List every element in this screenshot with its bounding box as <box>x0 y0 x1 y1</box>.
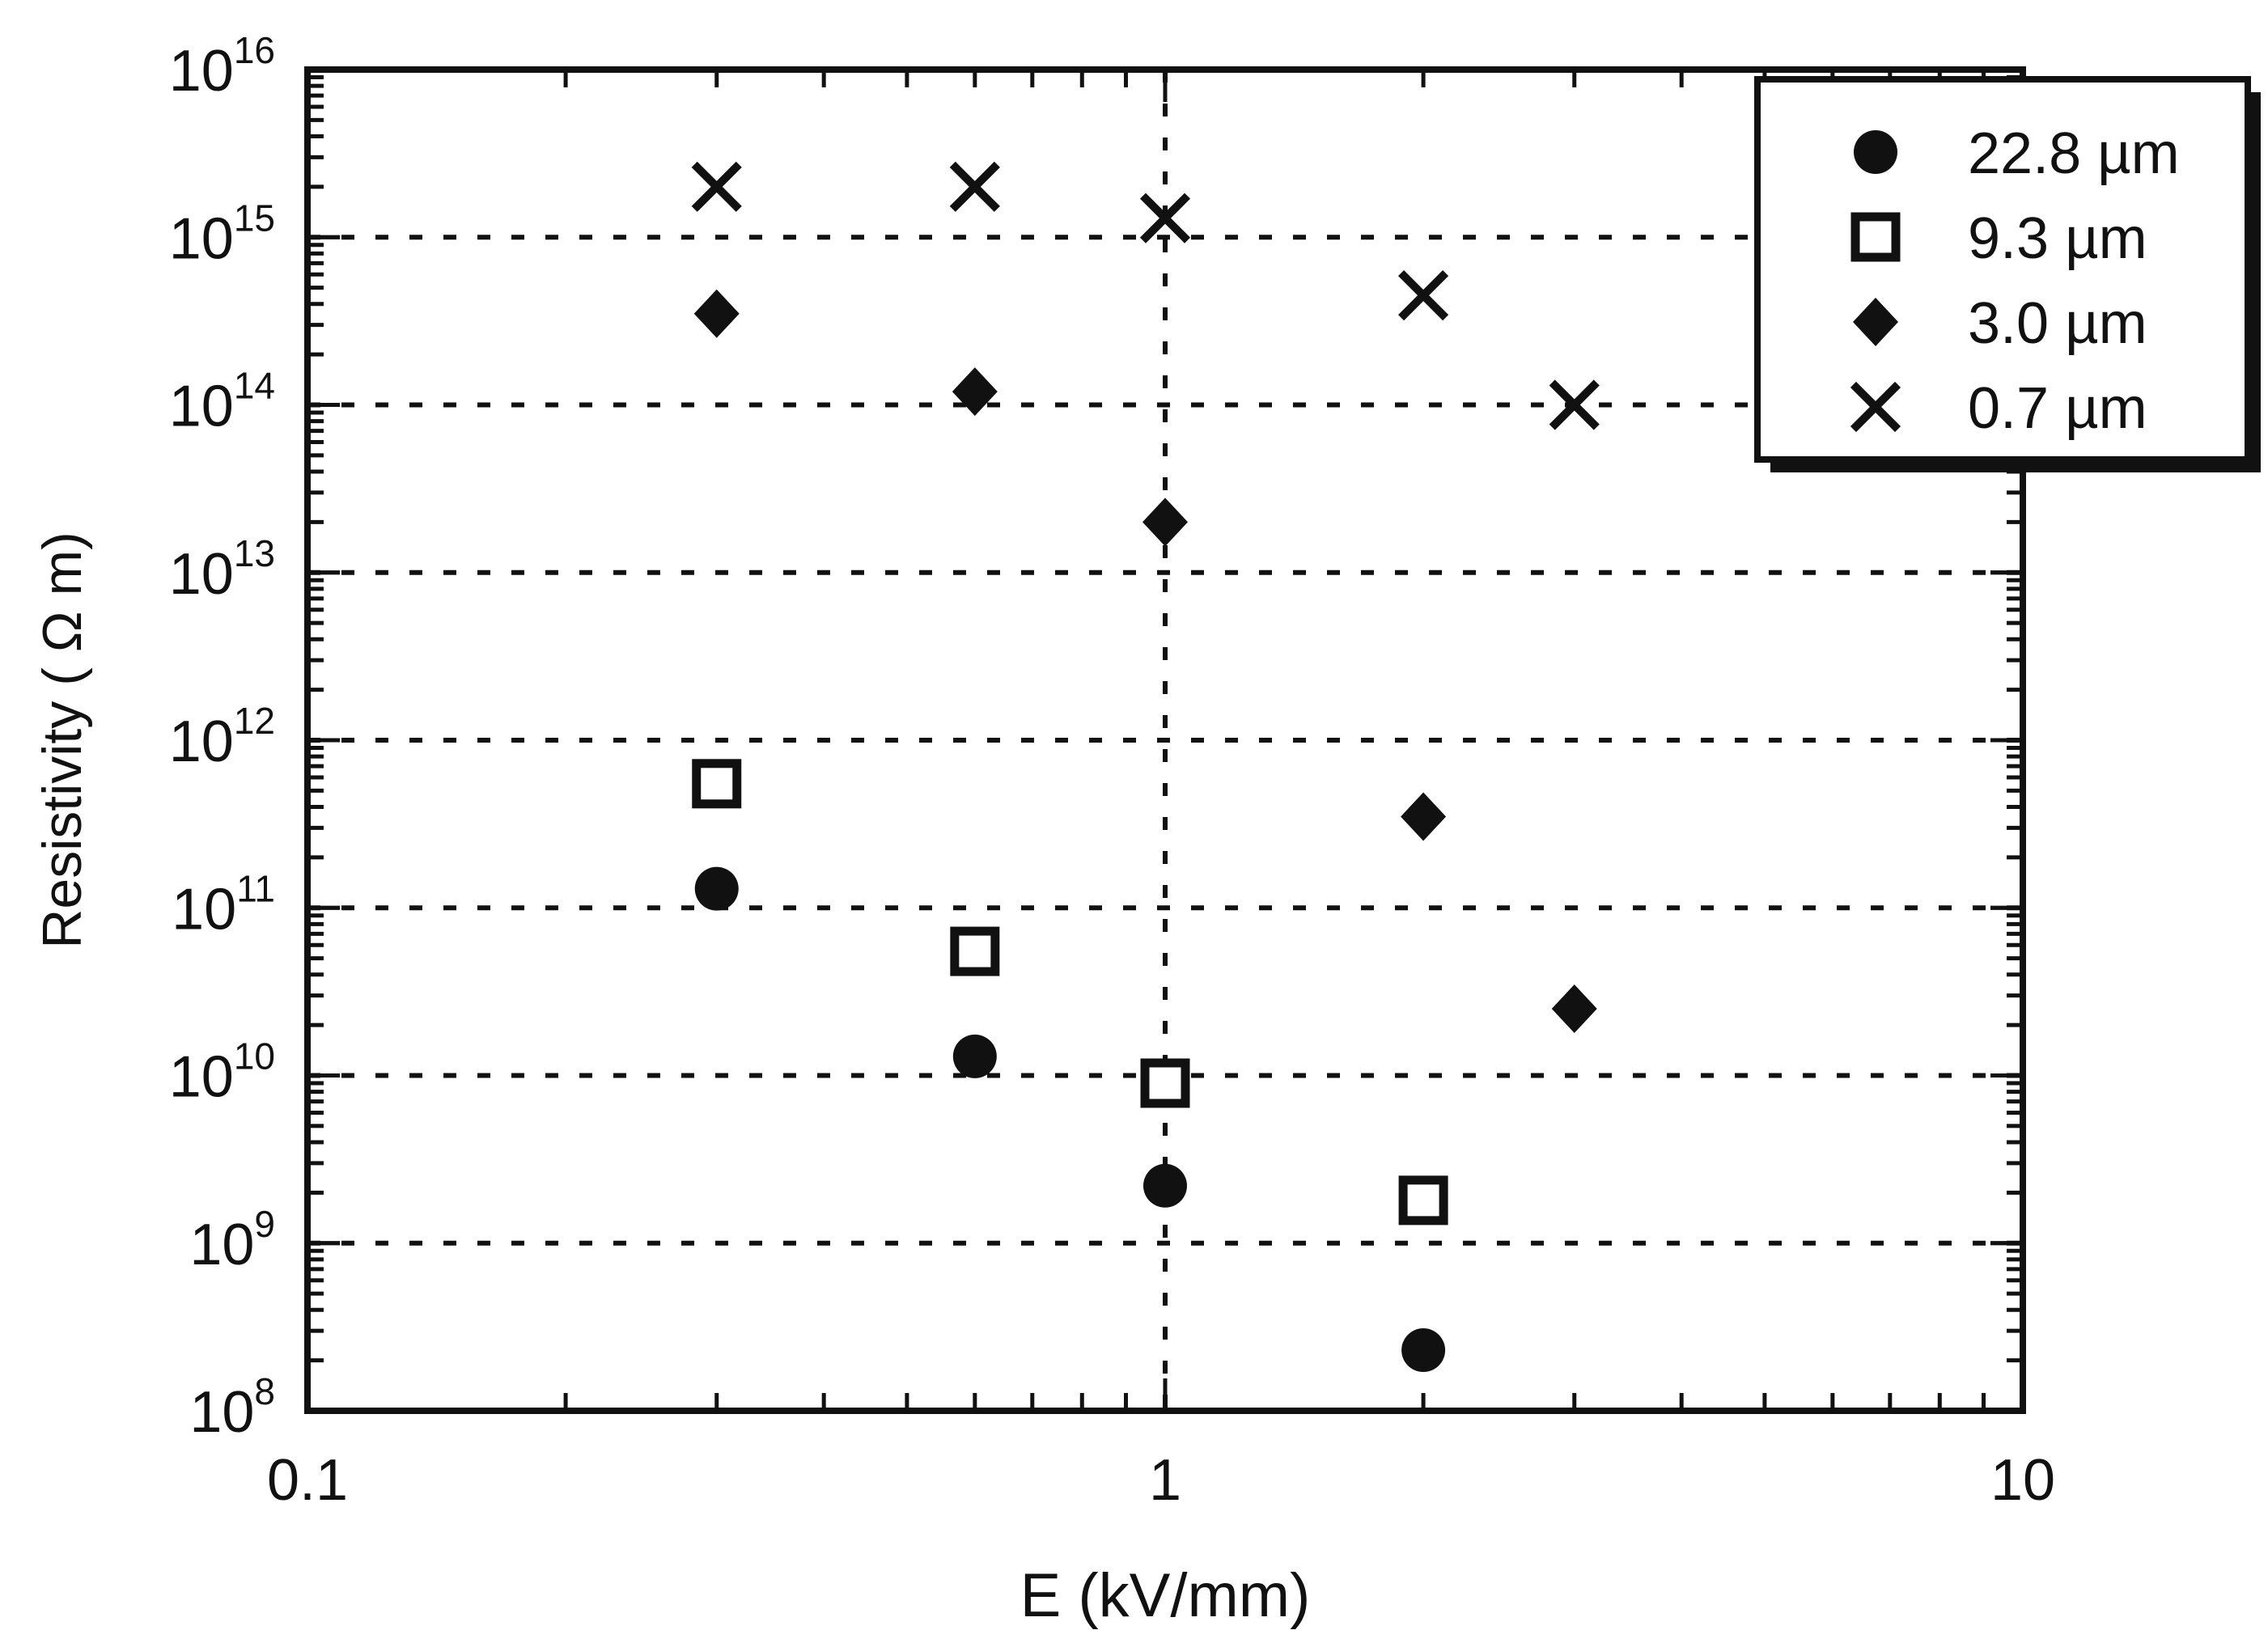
legend-box <box>1754 76 2251 463</box>
y-tick-label: 109 <box>189 1203 275 1277</box>
data-point-diamond <box>1142 497 1188 547</box>
legend-marker-open-square <box>1850 212 1901 262</box>
legend-label: 0.7 µm <box>1968 376 2147 441</box>
data-markers <box>691 161 1600 1373</box>
data-point-x <box>1398 270 1449 321</box>
y-tick-label: 1015 <box>169 197 275 271</box>
data-point-circle <box>1143 1163 1187 1208</box>
y-tick-label: 1011 <box>172 867 275 942</box>
data-point-open-square <box>950 926 1000 976</box>
plot-frame <box>304 66 2026 1414</box>
data-point-open-square <box>1398 1175 1448 1226</box>
legend-label: 9.3 µm <box>1968 206 2147 271</box>
x-tick-label: 1 <box>1149 1448 1181 1513</box>
data-point-x <box>691 161 742 212</box>
data-point-open-square <box>1140 1058 1190 1108</box>
data-point-diamond <box>952 367 998 417</box>
data-point-diamond <box>693 289 740 338</box>
data-point-diamond <box>1551 984 1597 1034</box>
x-axis-label: E (kV/mm) <box>1020 1561 1311 1630</box>
y-tick-label: 1014 <box>169 365 275 439</box>
legend-items: 22.8 µm 9.3 µm 3.0 µm 0.7 µm <box>1850 121 2180 441</box>
legend-marker-diamond <box>1853 298 1898 346</box>
legend-label: 3.0 µm <box>1968 291 2147 356</box>
data-point-open-square <box>692 759 742 809</box>
x-tick-label: 10 <box>1990 1448 2055 1513</box>
data-point-x <box>1139 193 1191 243</box>
data-point-diamond <box>1401 792 1447 841</box>
y-tick-label: 1016 <box>169 29 275 104</box>
y-tick-label: 1010 <box>169 1035 275 1110</box>
legend-label: 22.8 µm <box>1968 121 2180 186</box>
tick-labels: 0.1 1 10 108 109 1010 1011 1012 1013 1014 1015 1016 <box>169 29 2055 1513</box>
data-point-x <box>949 161 1000 212</box>
data-point-circle <box>694 866 739 911</box>
y-axis-label: Resistivity ( Ω m) <box>32 531 93 948</box>
y-tick-label: 1012 <box>169 700 275 774</box>
data-point-circle <box>1401 1328 1446 1373</box>
legend-marker-x <box>1850 381 1901 433</box>
y-tick-label: 1013 <box>169 532 275 607</box>
y-tick-label: 108 <box>189 1370 275 1445</box>
data-point-x <box>1549 379 1600 430</box>
legend: 22.8 µm 9.3 µm 3.0 µm 0.7 µm <box>1754 76 2261 472</box>
legend-marker-circle <box>1854 130 1897 174</box>
x-tick-label: 0.1 <box>267 1448 348 1513</box>
data-point-circle <box>952 1034 997 1078</box>
